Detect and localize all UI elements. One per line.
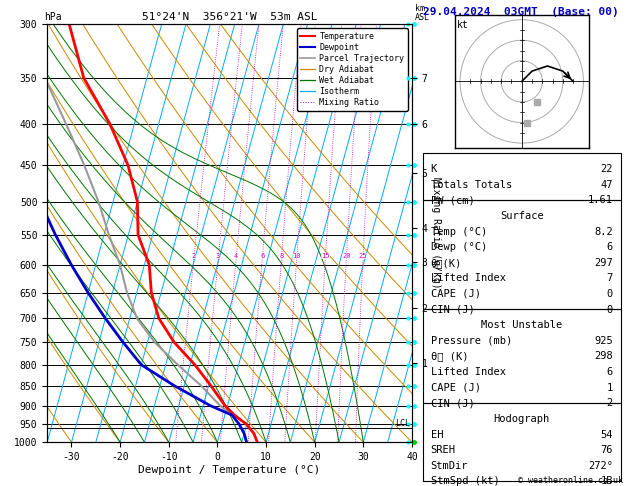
Text: θᴇ(K): θᴇ(K) [431,258,462,268]
Text: 6: 6 [606,367,613,377]
Text: 2: 2 [192,253,196,259]
Y-axis label: Mixing Ratio (g/kg): Mixing Ratio (g/kg) [431,177,442,289]
Bar [423,403,621,481]
Text: 297: 297 [594,258,613,268]
Text: CAPE (J): CAPE (J) [431,383,481,393]
Text: Most Unstable: Most Unstable [481,320,562,330]
Text: 272°: 272° [588,461,613,471]
Text: 29.04.2024  03GMT  (Base: 00): 29.04.2024 03GMT (Base: 00) [423,7,618,17]
Text: 925: 925 [594,336,613,346]
Text: StmDir: StmDir [431,461,468,471]
Bar [423,309,621,403]
Text: Lifted Index: Lifted Index [431,274,506,283]
Text: Surface: Surface [500,211,543,221]
Text: EH: EH [431,430,443,440]
Text: Temp (°C): Temp (°C) [431,226,487,237]
Text: 25: 25 [359,253,367,259]
Text: 76: 76 [601,445,613,455]
Text: 7: 7 [606,274,613,283]
Text: 6: 6 [260,253,264,259]
Text: 20: 20 [342,253,350,259]
Text: Lifted Index: Lifted Index [431,367,506,377]
Text: 0: 0 [606,289,613,299]
Text: 54: 54 [601,430,613,440]
Text: Dewp (°C): Dewp (°C) [431,242,487,252]
Text: Totals Totals: Totals Totals [431,180,512,190]
Text: 1B: 1B [601,476,613,486]
Text: 22: 22 [601,164,613,174]
Text: 1: 1 [606,383,613,393]
Text: 4: 4 [234,253,238,259]
Text: 2: 2 [606,399,613,408]
Text: LCL: LCL [396,419,411,428]
Text: 10: 10 [292,253,301,259]
Text: Pressure (mb): Pressure (mb) [431,336,512,346]
Title: 51°24'N  356°21'W  53m ASL: 51°24'N 356°21'W 53m ASL [142,12,318,22]
Text: 3: 3 [216,253,220,259]
Text: SREH: SREH [431,445,455,455]
X-axis label: Dewpoint / Temperature (°C): Dewpoint / Temperature (°C) [138,465,321,475]
Text: 8: 8 [279,253,284,259]
Text: CAPE (J): CAPE (J) [431,289,481,299]
Text: K: K [431,164,437,174]
Text: CIN (J): CIN (J) [431,305,474,314]
Text: 1.61: 1.61 [588,195,613,205]
Text: 15: 15 [321,253,330,259]
Text: 47: 47 [601,180,613,190]
Legend: Temperature, Dewpoint, Parcel Trajectory, Dry Adiabat, Wet Adiabat, Isotherm, Mi: Temperature, Dewpoint, Parcel Trajectory… [297,29,408,111]
Text: hPa: hPa [44,12,62,22]
Text: CIN (J): CIN (J) [431,399,474,408]
Text: θᴇ (K): θᴇ (K) [431,351,468,362]
Bar [423,200,621,309]
Text: PW (cm): PW (cm) [431,195,474,205]
Text: Hodograph: Hodograph [494,414,550,424]
Text: 8.2: 8.2 [594,226,613,237]
Text: StmSpd (kt): StmSpd (kt) [431,476,499,486]
Text: km
ASL: km ASL [415,4,430,22]
Text: kt: kt [457,20,468,30]
Text: 6: 6 [606,242,613,252]
Bar [423,153,621,200]
Text: 0: 0 [606,305,613,314]
Text: 298: 298 [594,351,613,362]
Text: © weatheronline.co.uk: © weatheronline.co.uk [518,476,623,485]
